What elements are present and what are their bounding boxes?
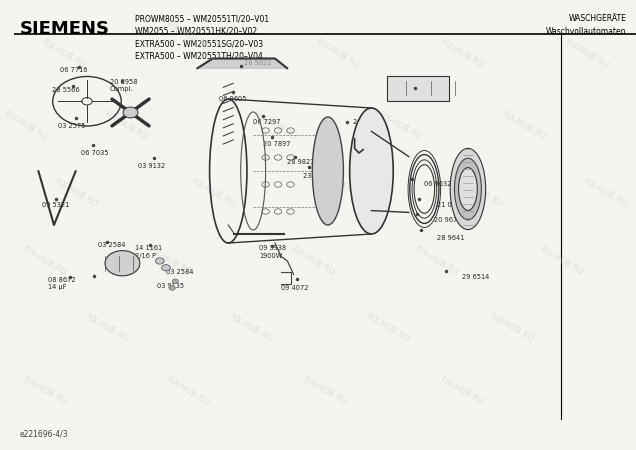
Ellipse shape [455, 158, 481, 220]
Text: SIEMENS: SIEMENS [20, 20, 110, 38]
Text: FIX-HUB.RU: FIX-HUB.RU [501, 110, 548, 142]
Text: 06 7716: 06 7716 [60, 67, 88, 73]
Text: 03 9132: 03 9132 [138, 163, 165, 170]
Text: FIX-HUB.RU: FIX-HUB.RU [289, 245, 336, 277]
Text: FIX-HUB.RU: FIX-HUB.RU [165, 20, 211, 52]
Text: 29 6514: 29 6514 [462, 274, 489, 280]
Text: 28 9823: 28 9823 [287, 159, 315, 165]
Text: 28 5566: 28 5566 [52, 87, 80, 93]
Text: e221696-4/3: e221696-4/3 [20, 430, 68, 439]
Text: FIX-HUB.RU: FIX-HUB.RU [21, 375, 68, 408]
Circle shape [105, 251, 140, 276]
Text: 09 3938
1900W: 09 3938 1900W [259, 245, 286, 259]
Ellipse shape [459, 168, 477, 211]
Text: FIX-HUB.RU: FIX-HUB.RU [165, 375, 211, 408]
Text: 03 2575: 03 2575 [59, 123, 86, 129]
Text: 20 9674: 20 9674 [434, 217, 461, 224]
Text: FIX-HUB.RU: FIX-HUB.RU [413, 245, 460, 277]
Text: FIX-HUB.RU: FIX-HUB.RU [438, 38, 485, 70]
Text: 23 5038: 23 5038 [303, 172, 330, 179]
Circle shape [162, 265, 170, 271]
Text: FIX-HUB.RU: FIX-HUB.RU [146, 245, 193, 277]
Text: FIX-HUB.RU: FIX-HUB.RU [301, 375, 348, 408]
Text: PROWM8055 – WM20551TI/20–V01
WM2055 – WM20551HK/20–V02
EXTRA500 – WM20551SG/20–V: PROWM8055 – WM20551TI/20–V01 WM2055 – WM… [135, 14, 269, 61]
Ellipse shape [350, 108, 393, 234]
FancyBboxPatch shape [387, 76, 449, 101]
Text: FIX-HUB.RU: FIX-HUB.RU [314, 38, 361, 70]
Text: FIX-HUB.RU: FIX-HUB.RU [438, 375, 485, 408]
Text: 09 5321: 09 5321 [41, 202, 69, 208]
Ellipse shape [312, 117, 343, 225]
Text: 14 1161
2/16 P: 14 1161 2/16 P [135, 245, 162, 259]
Text: FIX-HUB.RU: FIX-HUB.RU [52, 177, 99, 210]
Circle shape [169, 286, 176, 290]
Circle shape [172, 279, 179, 284]
Text: FIX-HUB.RU: FIX-HUB.RU [3, 110, 50, 142]
Polygon shape [197, 58, 287, 68]
Text: 28 9822: 28 9822 [244, 60, 272, 66]
Text: FIX-HUB.RU: FIX-HUB.RU [40, 38, 86, 70]
Text: 03 2584: 03 2584 [166, 269, 193, 275]
Text: FIX-HUB.RU: FIX-HUB.RU [488, 312, 535, 345]
Text: 20 7897: 20 7897 [263, 141, 290, 147]
Circle shape [155, 258, 164, 264]
Text: FIX-HUB.RU: FIX-HUB.RU [457, 177, 504, 210]
Text: FIX-HUB.RU: FIX-HUB.RU [364, 312, 410, 345]
Text: FIX-HUB.RU: FIX-HUB.RU [190, 177, 236, 210]
Text: 28 9641: 28 9641 [437, 235, 464, 242]
Text: 06 8344
Set: 06 8344 Set [418, 83, 446, 97]
Text: FIX-HUB.RU: FIX-HUB.RU [226, 312, 273, 345]
Text: 06 7297: 06 7297 [253, 118, 280, 125]
Text: WASCHGERÄTE
Waschvollautomaten: WASCHGERÄTE Waschvollautomaten [546, 14, 626, 36]
Text: FIX-HUB.RU: FIX-HUB.RU [538, 245, 584, 277]
Text: 03 2584: 03 2584 [97, 242, 125, 248]
Text: FIX-HUB.RU: FIX-HUB.RU [563, 38, 609, 70]
Text: 08 8672
14 μF: 08 8672 14 μF [48, 277, 75, 290]
Text: 06 7035: 06 7035 [81, 150, 108, 156]
Text: 28 3727: 28 3727 [353, 118, 380, 125]
Text: 20 8958
Compl.: 20 8958 Compl. [110, 79, 137, 92]
Text: FIX-HUB.RU: FIX-HUB.RU [21, 245, 68, 277]
Text: 03 9135: 03 9135 [156, 283, 184, 289]
Text: 09 4072: 09 4072 [281, 285, 308, 291]
Circle shape [123, 107, 138, 118]
Text: FIX-HUB.RU: FIX-HUB.RU [581, 177, 628, 210]
Text: FIX-HUB.RU: FIX-HUB.RU [83, 312, 130, 345]
Text: FIX-HUB.RU: FIX-HUB.RU [333, 177, 379, 210]
Text: 06 9605: 06 9605 [219, 96, 246, 102]
Text: 06 9632: 06 9632 [424, 181, 452, 188]
Text: FIX-HUB.RU: FIX-HUB.RU [102, 110, 149, 142]
Ellipse shape [450, 148, 486, 230]
Text: FIX-HUB.RU: FIX-HUB.RU [376, 110, 423, 142]
Text: 21 0189: 21 0189 [437, 202, 464, 208]
Text: FIX-HUB.RU: FIX-HUB.RU [252, 110, 298, 142]
